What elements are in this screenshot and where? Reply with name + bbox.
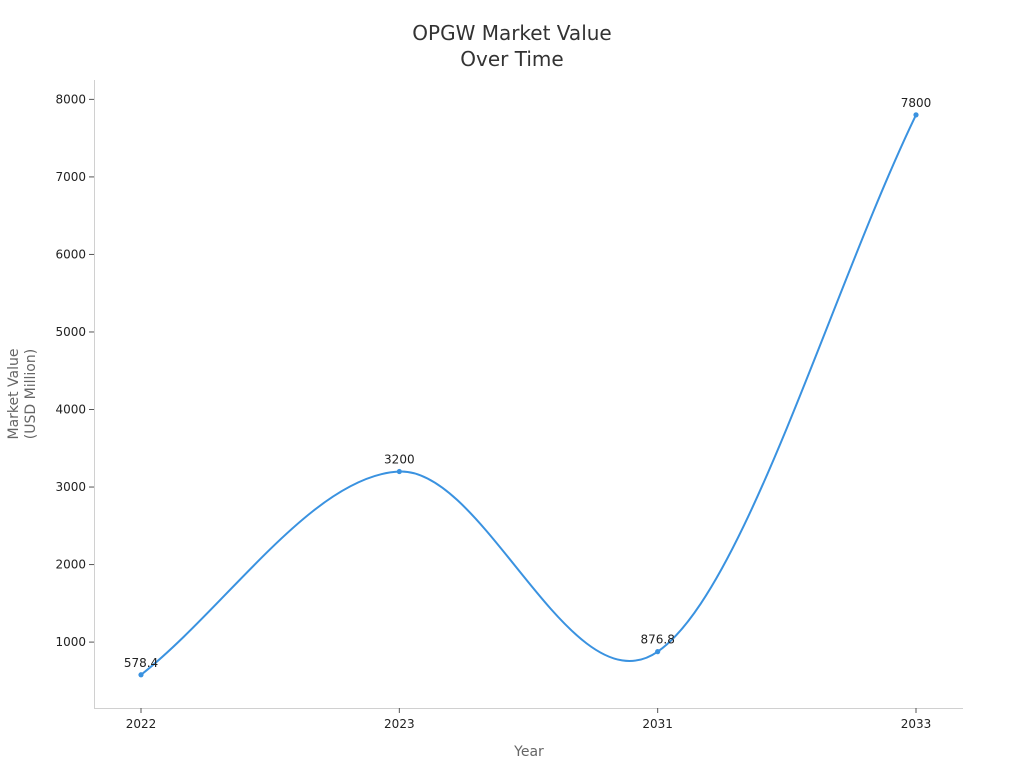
- y-tick-label: 2000: [55, 558, 86, 572]
- data-label: 3200: [384, 453, 415, 467]
- y-tick-label: 3000: [55, 480, 86, 494]
- chart-title: OPGW Market Value Over Time: [412, 21, 611, 71]
- x-tick-label: 2033: [901, 717, 932, 731]
- x-tick-label: 2023: [384, 717, 415, 731]
- chart-title-line-2: Over Time: [460, 47, 563, 71]
- data-label: 876.8: [640, 633, 674, 647]
- y-axis-ticks: 1000 2000 3000 4000 5000 6000 7000 8000: [55, 92, 94, 649]
- data-point: [913, 112, 919, 118]
- data-label: 578.4: [124, 656, 158, 670]
- y-tick-label: 7000: [55, 170, 86, 184]
- y-tick-label: 8000: [55, 92, 86, 106]
- y-tick-label: 5000: [55, 325, 86, 339]
- data-point: [655, 649, 661, 655]
- y-tick-label: 6000: [55, 247, 86, 261]
- data-point: [396, 468, 402, 475]
- data-label: 7800: [901, 96, 932, 110]
- series-layer: 578.4 3200 876.8 7800: [124, 96, 932, 678]
- x-tick-label: 2031: [642, 717, 673, 731]
- x-axis-ticks: 2022 2023 2031 2033: [126, 708, 932, 731]
- y-tick-label: 1000: [55, 635, 86, 649]
- x-axis-title: Year: [513, 744, 544, 760]
- y-axis-title-line-1: Market Value: [6, 348, 22, 439]
- x-tick-label: 2022: [126, 717, 157, 731]
- chart-title-line-1: OPGW Market Value: [412, 21, 611, 45]
- series-line: [140, 114, 917, 676]
- y-tick-label: 4000: [55, 403, 86, 417]
- y-axis-title-line-2: (USD Million): [23, 349, 39, 439]
- y-axis-title: Market Value (USD Million): [6, 348, 39, 439]
- data-point: [138, 672, 144, 678]
